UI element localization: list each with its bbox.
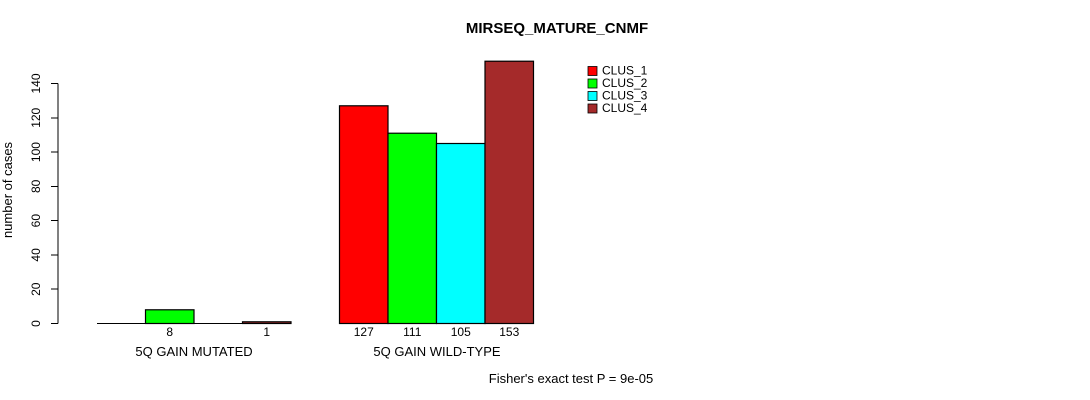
y-axis-tick-label: 0: [29, 320, 43, 327]
bar-value-label: 1: [263, 325, 270, 339]
legend-swatch-clus_2: [587, 78, 598, 89]
y-axis-tick-label: 120: [29, 107, 43, 127]
y-axis: 0 20 40 60 80 100 120 140: [29, 73, 59, 327]
legend-label-clus_2: CLUS_2: [602, 76, 648, 90]
bar-value-label: 111: [403, 325, 422, 339]
bar-clus_4-group2: [484, 60, 535, 325]
bar-clus_4-group1: [241, 321, 292, 325]
y-axis-tick-label: 60: [29, 214, 43, 228]
y-axis-title: number of cases: [0, 141, 15, 238]
x-category-label-mutated: 5Q GAIN MUTATED: [135, 344, 252, 359]
y-axis-tick-label: 40: [29, 248, 43, 262]
legend-swatch-clus_1: [587, 66, 598, 76]
legend-swatch-clus_3: [587, 91, 598, 101]
y-axis-tick-label: 100: [29, 142, 43, 162]
bar-clus_1-group2: [338, 105, 389, 325]
bar-clus_3-group2: [435, 142, 486, 325]
legend-label-clus_4: CLUS_4: [602, 101, 648, 115]
bar-value-label: 105: [451, 325, 471, 339]
y-axis-tick-label: 80: [29, 179, 43, 193]
bar-value-label: 127: [354, 325, 374, 339]
bar-clus_2-group1: [144, 309, 195, 325]
legend-label-clus_1: CLUS_1: [602, 64, 648, 78]
x-category-label-wildtype: 5Q GAIN WILD-TYPE: [373, 344, 500, 359]
bar-clus_2-group2: [387, 132, 438, 325]
y-axis-tick-label: 20: [29, 282, 43, 296]
bar-value-label: 153: [499, 325, 519, 339]
bar-value-label: 8: [166, 325, 173, 339]
statistical-test-footnote: Fisher's exact test P = 9e-05: [489, 371, 653, 386]
chart-title: MIRSEQ_MATURE_CNMF: [466, 20, 648, 37]
bars-layer: 127 8 111 105 1 153: [97, 60, 535, 339]
legend-swatch-clus_4: [587, 103, 598, 114]
y-axis-tick-label: 140: [29, 73, 43, 93]
legend-label-clus_3: CLUS_3: [602, 89, 648, 103]
